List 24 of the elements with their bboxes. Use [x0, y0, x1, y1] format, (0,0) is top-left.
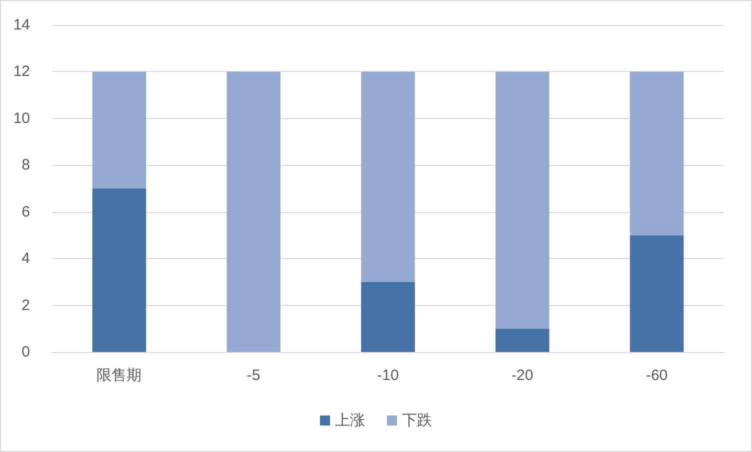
- y-tick-label: 14: [13, 16, 30, 34]
- bar: [630, 235, 684, 352]
- bar: [361, 282, 415, 352]
- y-tick-label: 6: [22, 203, 30, 220]
- x-tick-label: -10: [377, 367, 399, 384]
- legend-label: 上涨: [335, 412, 365, 429]
- x-tick-label: -20: [512, 367, 534, 384]
- y-tick-label: 8: [22, 156, 30, 174]
- y-tick-label: 12: [13, 63, 30, 80]
- y-tick-label: 4: [22, 250, 30, 268]
- x-tick-label: -60: [646, 367, 668, 384]
- y-tick-label: 10: [13, 110, 30, 127]
- y-tick-label: 0: [22, 344, 30, 360]
- bar: [226, 72, 280, 352]
- bar: [496, 328, 550, 352]
- bar: [361, 72, 415, 282]
- x-tick-label: -5: [246, 367, 260, 384]
- bar: [92, 72, 146, 188]
- legend-label: 下跌: [402, 412, 432, 429]
- x-tick-label: 限售期: [96, 367, 142, 384]
- bar: [630, 72, 684, 236]
- bar: [496, 72, 550, 329]
- bar: [92, 188, 146, 352]
- y-tick-label: 2: [22, 296, 30, 314]
